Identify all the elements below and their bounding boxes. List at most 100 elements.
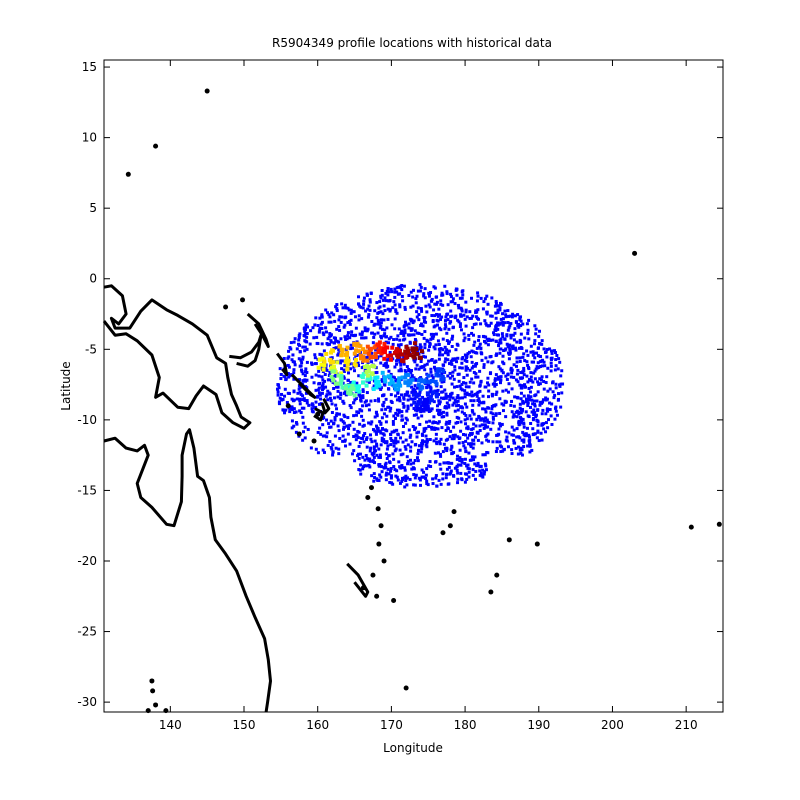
historical-point xyxy=(463,317,467,321)
historical-point xyxy=(297,333,301,337)
historical-point xyxy=(433,314,437,318)
historical-point xyxy=(529,385,533,389)
historical-point xyxy=(506,320,510,324)
historical-point xyxy=(427,409,431,413)
historical-point xyxy=(372,335,376,339)
historical-point xyxy=(390,323,394,327)
historical-point xyxy=(454,288,458,292)
historical-point xyxy=(457,441,461,445)
historical-point xyxy=(388,298,392,302)
profile-point xyxy=(382,375,387,380)
historical-point xyxy=(416,416,420,420)
island-mark xyxy=(381,558,387,564)
historical-point xyxy=(386,405,390,409)
historical-point xyxy=(467,442,471,446)
historical-point xyxy=(495,440,499,444)
historical-point xyxy=(403,369,407,373)
historical-point xyxy=(411,397,415,401)
historical-point xyxy=(299,364,303,368)
historical-point xyxy=(389,406,393,410)
historical-point xyxy=(359,305,363,309)
historical-point xyxy=(549,364,553,368)
historical-point xyxy=(462,339,466,343)
historical-point xyxy=(379,361,383,365)
historical-point xyxy=(540,438,544,442)
x-tick-label: 140 xyxy=(159,718,182,732)
historical-point xyxy=(372,323,376,327)
historical-point xyxy=(436,323,440,327)
historical-point xyxy=(348,423,352,427)
historical-point xyxy=(533,356,537,360)
historical-point xyxy=(409,333,413,337)
profile-point xyxy=(345,362,350,367)
historical-point xyxy=(504,400,508,404)
historical-point xyxy=(405,365,409,369)
historical-point xyxy=(443,319,447,323)
historical-point xyxy=(536,354,540,358)
historical-point xyxy=(480,358,484,362)
historical-point xyxy=(554,386,558,390)
historical-point xyxy=(507,326,511,330)
historical-point xyxy=(363,368,367,372)
historical-point xyxy=(514,348,518,352)
historical-point xyxy=(275,387,279,391)
historical-point xyxy=(427,464,431,468)
historical-point xyxy=(374,432,378,436)
historical-point xyxy=(514,364,518,368)
historical-point xyxy=(472,422,476,426)
historical-point xyxy=(317,374,321,378)
historical-point xyxy=(456,408,460,412)
y-tick-label: 15 xyxy=(82,60,97,74)
historical-point xyxy=(380,465,384,469)
historical-point xyxy=(458,322,462,326)
historical-point xyxy=(473,435,477,439)
historical-point xyxy=(348,319,352,323)
profile-point xyxy=(437,367,442,372)
historical-point xyxy=(472,412,476,416)
historical-point xyxy=(410,374,414,378)
profile-point xyxy=(329,367,334,372)
historical-point xyxy=(520,385,524,389)
historical-point xyxy=(348,442,352,446)
profile-point xyxy=(352,351,357,356)
historical-point xyxy=(350,452,354,456)
historical-point xyxy=(455,342,459,346)
island-mark xyxy=(368,485,374,491)
historical-point xyxy=(408,477,412,481)
historical-point xyxy=(336,353,340,357)
historical-point xyxy=(420,444,424,448)
historical-point xyxy=(484,322,488,326)
historical-point xyxy=(522,373,526,377)
historical-point xyxy=(376,322,380,326)
historical-point xyxy=(398,305,402,309)
historical-point xyxy=(319,397,323,401)
historical-point xyxy=(534,415,538,419)
historical-point xyxy=(381,298,385,302)
historical-point xyxy=(379,318,383,322)
historical-point xyxy=(440,380,444,384)
historical-point xyxy=(427,425,431,429)
profile-point xyxy=(388,353,393,358)
historical-point xyxy=(287,355,291,359)
historical-point xyxy=(465,417,469,421)
historical-point xyxy=(512,438,516,442)
historical-point xyxy=(449,315,453,319)
historical-point xyxy=(372,384,376,388)
profile-point xyxy=(424,407,429,412)
profile-point xyxy=(404,372,409,377)
historical-point xyxy=(434,302,438,306)
profile-point xyxy=(358,344,363,349)
profile-point xyxy=(374,379,379,384)
profile-point xyxy=(330,369,335,374)
historical-point xyxy=(305,325,309,329)
historical-point xyxy=(474,372,478,376)
historical-point xyxy=(290,426,294,430)
historical-point xyxy=(464,413,468,417)
historical-point xyxy=(367,463,371,467)
historical-point xyxy=(499,341,503,345)
historical-point xyxy=(303,345,307,349)
historical-point xyxy=(320,384,324,388)
profile-point xyxy=(339,377,344,382)
historical-point xyxy=(458,296,462,300)
historical-point xyxy=(380,378,384,382)
